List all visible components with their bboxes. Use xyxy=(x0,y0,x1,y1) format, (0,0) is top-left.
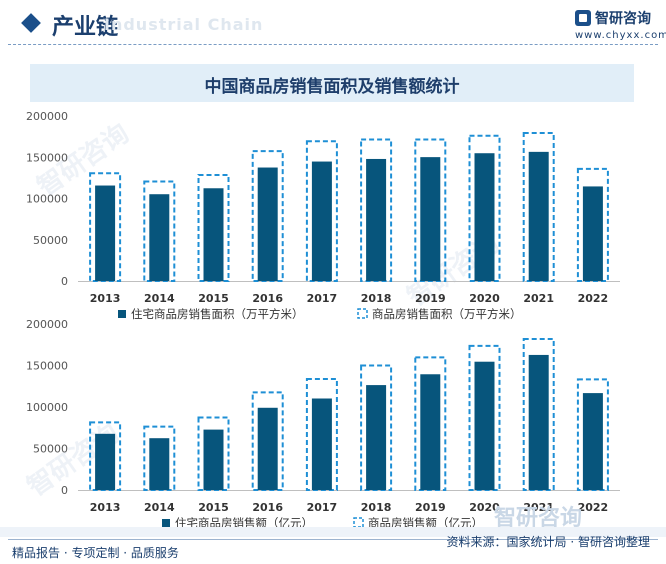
x-tick-label: 2020 xyxy=(469,501,500,514)
footer-divider xyxy=(8,539,658,540)
bar-solid-2020 xyxy=(474,361,495,490)
brand-name: 智研咨询 xyxy=(595,11,651,27)
bar-solid-2020 xyxy=(474,153,495,281)
y-tick-label: 200000 xyxy=(26,318,68,331)
footer-band xyxy=(0,527,666,537)
bar-solid-2018 xyxy=(366,158,387,281)
header-divider xyxy=(8,44,658,45)
bar-solid-2015 xyxy=(203,429,224,490)
brand-logo-icon xyxy=(575,10,591,26)
data-source: 资料来源：国家统计局 · 智研咨询整理 xyxy=(446,535,650,549)
x-tick-label: 2022 xyxy=(578,292,609,305)
section-subtitle-ghost: Industrial Chain xyxy=(104,15,264,34)
y-tick-label: 100000 xyxy=(26,193,68,206)
legend-label: 商品房销售面积（万平方米） xyxy=(372,307,522,321)
bar-solid-2016 xyxy=(257,407,278,490)
y-tick-label: 0 xyxy=(61,275,68,288)
x-tick-label: 2015 xyxy=(198,501,229,514)
legend-label: 住宅商品房销售额（亿元） xyxy=(175,516,313,530)
bar-outline-2020 xyxy=(468,344,501,491)
bar-solid-2015 xyxy=(203,188,224,281)
bar-solid-2017 xyxy=(311,398,332,490)
x-tick-label: 2014 xyxy=(144,501,175,514)
legend-swatch-outline xyxy=(353,517,364,528)
y-tick-label: 150000 xyxy=(26,360,68,373)
x-tick-label: 2022 xyxy=(578,501,609,514)
section-title: 产业链 xyxy=(52,15,119,40)
y-tick-label: 100000 xyxy=(26,401,68,414)
x-tick-label: 2018 xyxy=(361,292,392,305)
brand-url[interactable]: www.chyxx.com xyxy=(575,30,666,41)
bar-solid-2022 xyxy=(582,186,603,281)
bar-solid-2017 xyxy=(311,161,332,281)
legend-label: 住宅商品房销售面积（万平方米） xyxy=(131,307,304,321)
x-tick-label: 2020 xyxy=(469,292,500,305)
bar-solid-2016 xyxy=(257,167,278,281)
x-tick-label: 2013 xyxy=(90,501,121,514)
bar-solid-2014 xyxy=(149,194,170,281)
x-tick-label: 2015 xyxy=(198,292,229,305)
x-tick-label: 2019 xyxy=(415,501,446,514)
y-tick-label: 0 xyxy=(61,484,68,497)
bar-solid-2021 xyxy=(528,151,549,281)
x-tick-label: 2019 xyxy=(415,292,446,305)
legend-label: 商品房销售额（亿元） xyxy=(368,516,483,530)
brand-watermark: 智研咨询 xyxy=(494,506,583,531)
legend-swatch-solid xyxy=(162,519,170,527)
x-tick-label: 2013 xyxy=(90,292,121,305)
bar-solid-2019 xyxy=(420,374,441,490)
bar-solid-2022 xyxy=(582,393,603,490)
bar-outline-2022 xyxy=(576,167,609,282)
x-tick-label: 2021 xyxy=(523,501,554,514)
legend-swatch-solid xyxy=(118,310,126,318)
x-tick-label: 2021 xyxy=(523,292,554,305)
bar-solid-2013 xyxy=(95,433,116,490)
x-tick-label: 2016 xyxy=(252,292,283,305)
y-tick-label: 50000 xyxy=(33,443,68,456)
x-tick-label: 2017 xyxy=(307,501,338,514)
bar-outline-2015 xyxy=(197,173,230,282)
footer-slogan: 精品报告 · 专项定制 · 品质服务 xyxy=(12,546,179,560)
y-tick-label: 50000 xyxy=(33,234,68,247)
x-tick-label: 2017 xyxy=(307,292,338,305)
x-tick-label: 2018 xyxy=(361,501,392,514)
x-tick-label: 2016 xyxy=(252,501,283,514)
chart-title-band: 中国商品房销售面积及销售额统计 xyxy=(30,64,634,102)
bar-solid-2014 xyxy=(149,438,170,490)
bar-solid-2021 xyxy=(528,354,549,490)
bar-solid-2013 xyxy=(95,185,116,281)
x-tick-label: 2014 xyxy=(144,292,175,305)
bar-solid-2019 xyxy=(420,157,441,281)
y-tick-label: 150000 xyxy=(26,151,68,164)
bar-outline-2015 xyxy=(197,416,230,491)
legend-swatch-outline xyxy=(357,308,368,319)
brand[interactable]: 智研咨询 www.chyxx.com xyxy=(575,8,666,46)
bar-solid-2018 xyxy=(366,385,387,490)
y-tick-label: 200000 xyxy=(26,110,68,123)
chart-title: 中国商品房销售面积及销售额统计 xyxy=(204,77,460,97)
header: 产业链 Industrial Chain 智研咨询 www.chyxx.com xyxy=(0,0,666,50)
